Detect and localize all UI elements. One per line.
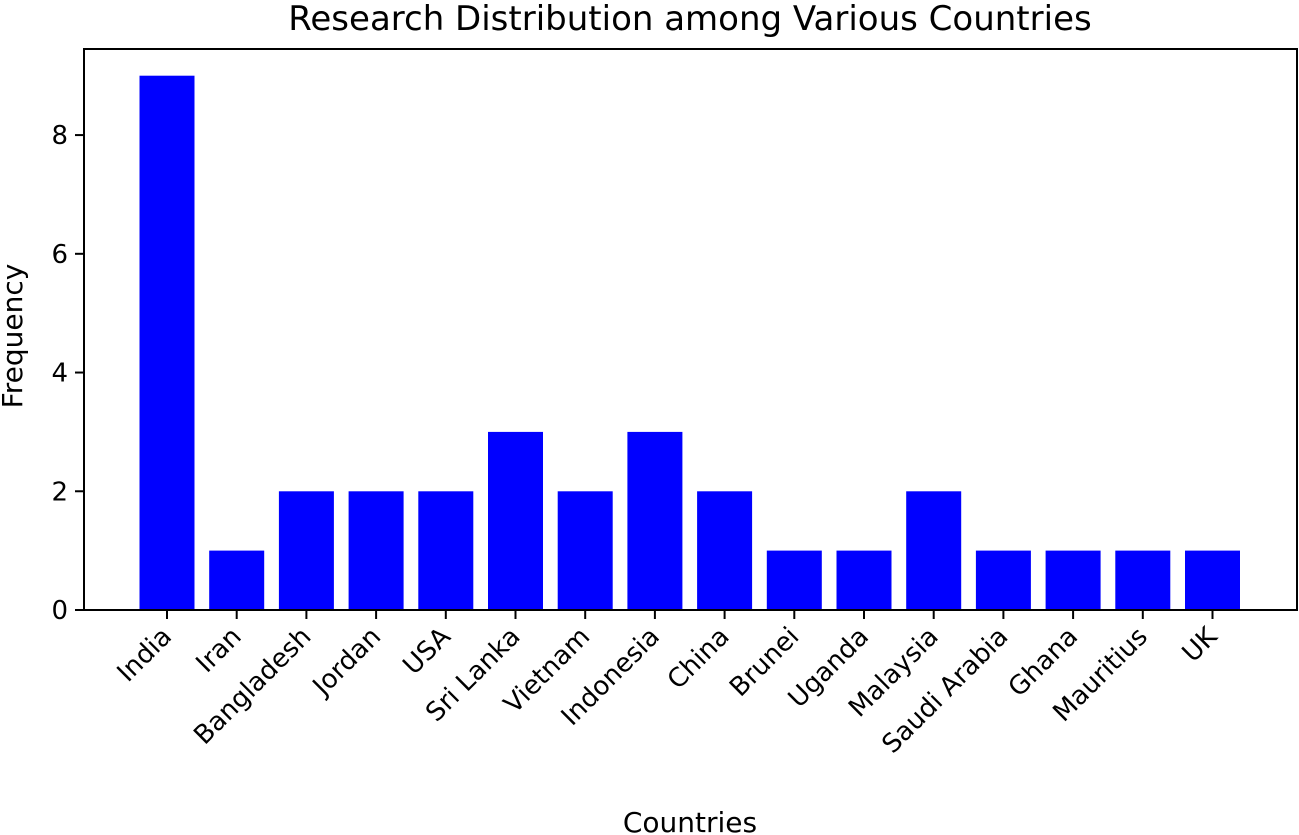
bar-bangladesh — [278, 491, 334, 610]
y-tick-label: 6 — [51, 240, 68, 270]
x-axis-label: Countries — [623, 806, 757, 835]
bar-malaysia — [906, 491, 962, 610]
y-tick-label: 4 — [51, 359, 68, 389]
bar-mauritius — [1115, 550, 1171, 610]
bar-sri-lanka — [488, 431, 543, 610]
bar-iran — [209, 550, 265, 610]
y-tick-label: 8 — [51, 121, 68, 151]
bar-jordan — [348, 491, 404, 610]
bar-indonesia — [627, 431, 683, 610]
bar-uk — [1185, 550, 1240, 610]
bar-saudi-arabia — [975, 550, 1031, 610]
x-tick-label: Saudi Arabia — [876, 622, 1014, 760]
chart-title: Research Distribution among Various Coun… — [288, 0, 1091, 39]
x-tick-label: UK — [1177, 621, 1224, 668]
x-tick-label: Jordan — [306, 622, 387, 703]
x-tick-label: India — [112, 622, 178, 688]
plot-frame — [83, 48, 1298, 611]
y-tick-label: 0 — [51, 596, 68, 626]
bar-china — [697, 491, 753, 610]
bar-usa — [418, 491, 474, 610]
bars-layer — [139, 75, 1240, 610]
y-axis-label: Frequency — [0, 264, 29, 409]
bar-vietnam — [557, 491, 613, 610]
bar-ghana — [1045, 550, 1101, 610]
bar-brunei — [766, 550, 822, 610]
bar-uganda — [836, 550, 892, 610]
x-tick-label: Iran — [191, 622, 248, 679]
y-axis: 0 2 4 6 8 — [51, 121, 84, 626]
y-tick-label: 2 — [51, 477, 68, 507]
x-tick-label: China — [662, 622, 736, 696]
x-tick-label: USA — [397, 622, 456, 681]
bar-india — [139, 75, 195, 610]
